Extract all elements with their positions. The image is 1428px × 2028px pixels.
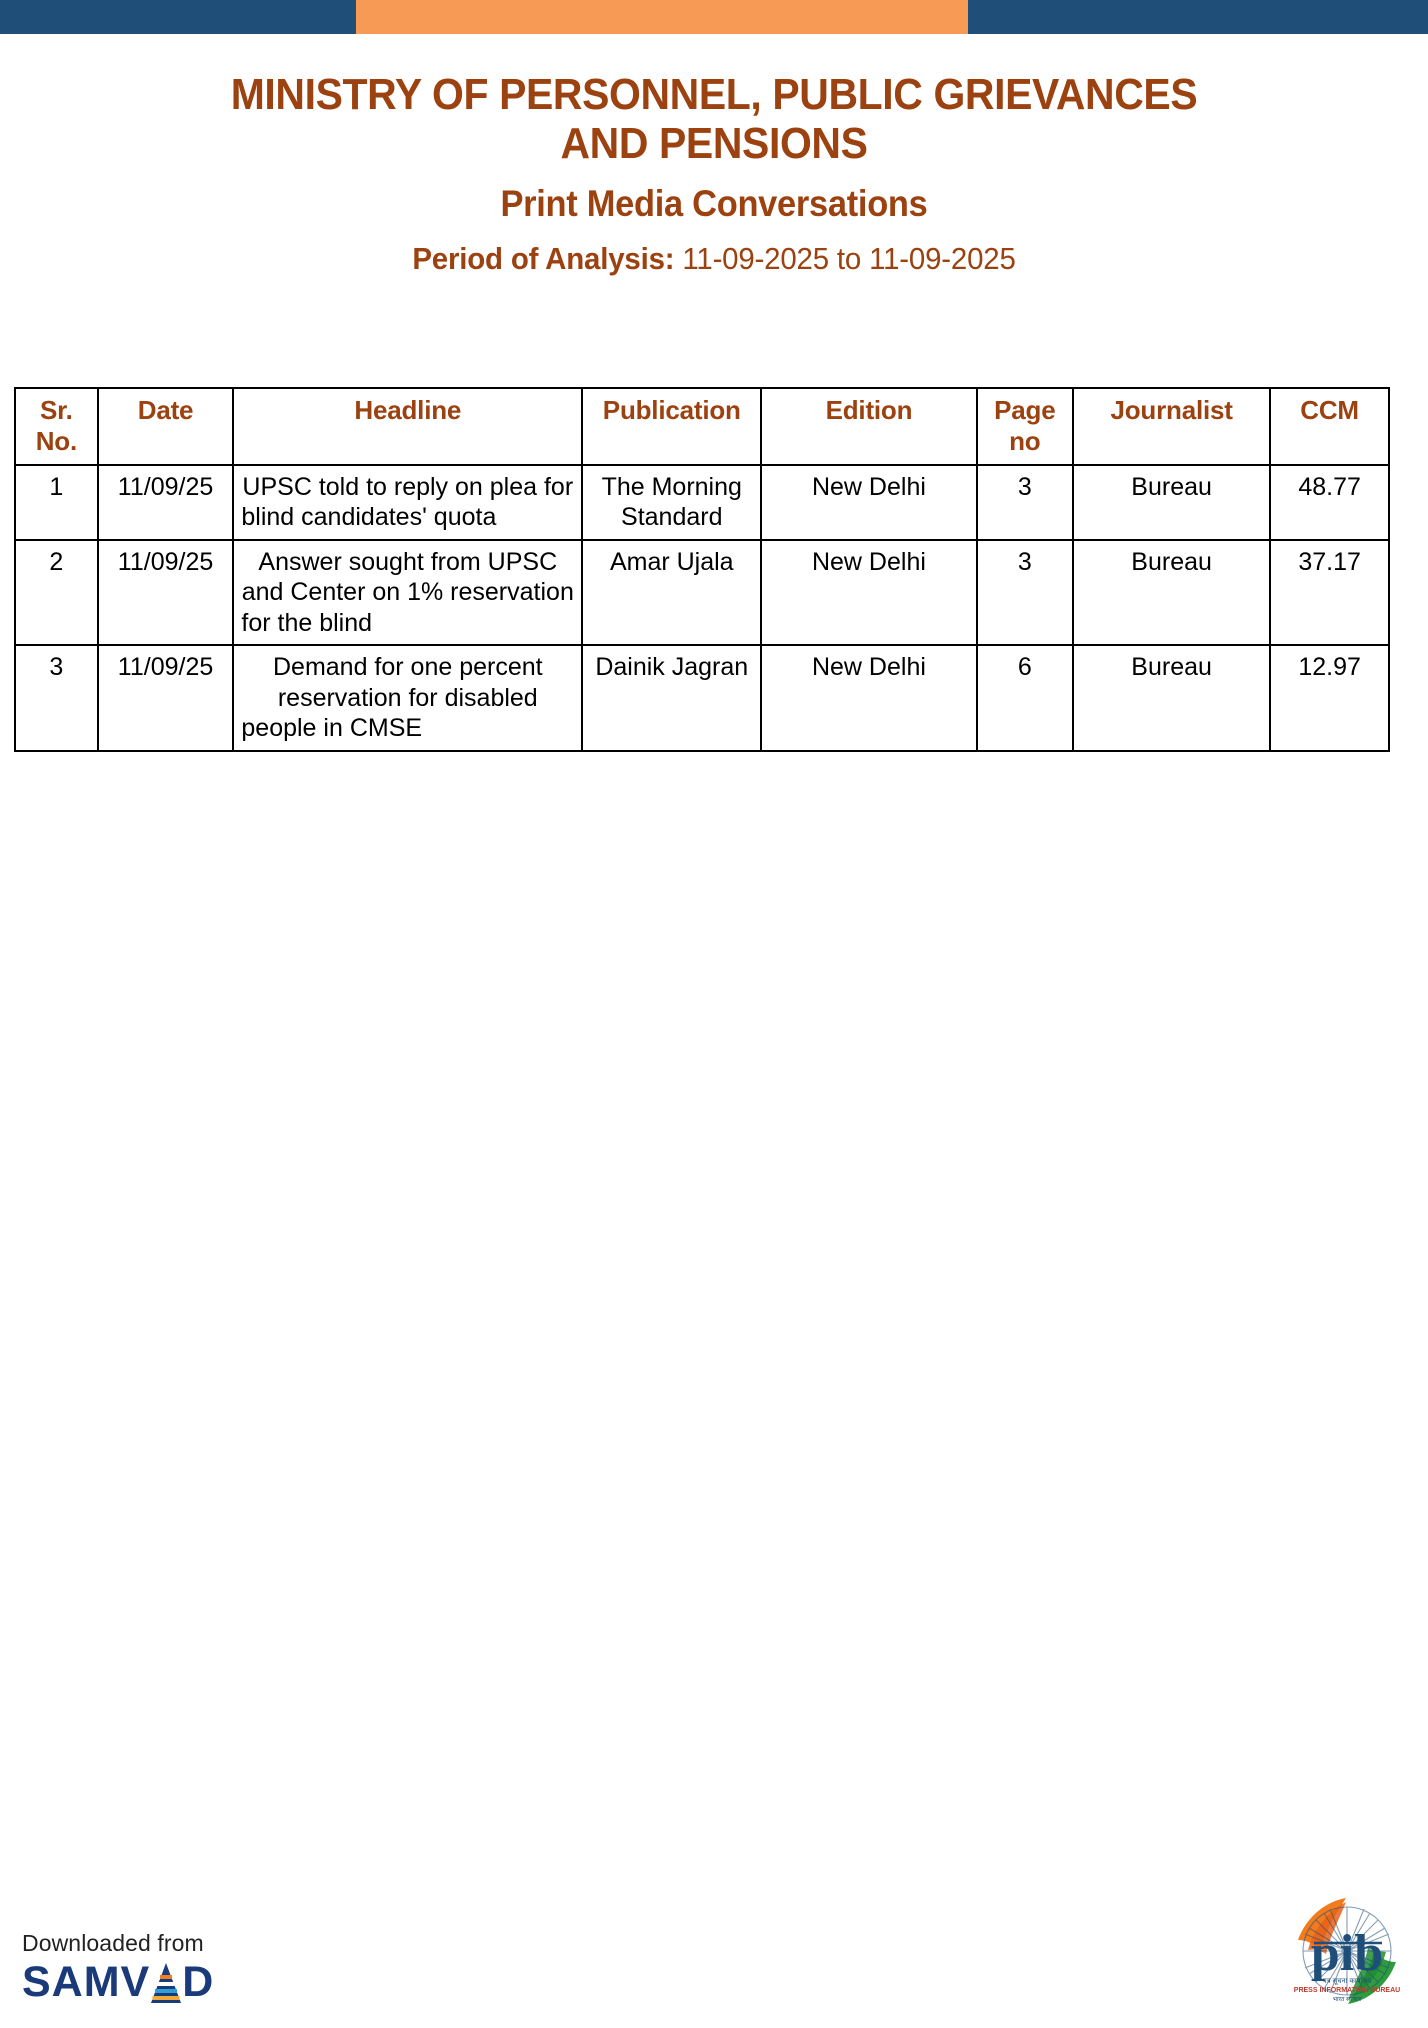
column-header-page-no: Page no: [975, 386, 1075, 466]
samvad-wordmark-part2: D: [182, 1958, 215, 2006]
column-header-journalist: Journalist: [1072, 386, 1272, 466]
pib-wordmark: pib: [1311, 1925, 1383, 1982]
cell-journalist: Bureau: [1072, 644, 1272, 752]
table-header-row: Sr. No. Date Headline Publication Editio…: [14, 386, 1390, 466]
pib-english-caption: PRESS INFORMATION BUREAU: [1294, 1987, 1400, 1994]
cell-headline: Answer sought from UPSC and Center on 1%…: [232, 538, 584, 647]
cell-sr-no: 1: [14, 463, 99, 541]
table-row: 2 11/09/25 Answer sought from UPSC and C…: [14, 538, 1390, 647]
cell-page-no: 3: [975, 538, 1075, 647]
cell-publication: Amar Ujala: [581, 538, 763, 647]
pib-logo: pib पत्र सूचना कार्यालय PRESS INFORMATIO…: [1284, 1888, 1410, 2014]
column-header-date: Date: [96, 386, 235, 466]
ministry-title: MINISTRY OF PERSONNEL, PUBLIC GRIEVANCES…: [230, 70, 1198, 169]
table-row: 3 11/09/25 Demand for one percent reserv…: [14, 644, 1390, 752]
cell-publication: The Morning Standard: [581, 463, 763, 541]
samvad-logo: SAMV D: [22, 1961, 214, 2004]
cell-sr-no: 2: [14, 538, 99, 647]
top-band-left-navy: [0, 0, 356, 34]
cell-sr-no: 3: [14, 644, 99, 752]
cell-headline: Demand for one percent reservation for d…: [232, 644, 584, 752]
samvad-wordmark-part1: SAMV: [22, 1958, 151, 2006]
cell-ccm: 12.97: [1269, 644, 1390, 752]
cell-journalist: Bureau: [1072, 463, 1272, 541]
cell-ccm: 37.17: [1269, 538, 1390, 647]
period-of-analysis: Period of Analysis: 11-09-2025 to 11-09-…: [36, 241, 1393, 277]
cell-date: 11/09/25: [96, 644, 235, 752]
downloaded-from-label: Downloaded from: [22, 1930, 204, 1956]
pib-hindi-caption-2: भारत सरकार: [1333, 1997, 1362, 2003]
period-label: Period of Analysis:: [412, 240, 675, 276]
cell-edition: New Delhi: [760, 463, 978, 541]
column-header-edition: Edition: [760, 386, 978, 466]
top-band-right-navy: [968, 0, 1428, 34]
document-footer: Downloaded from SAMV D: [0, 1878, 1428, 2028]
cell-edition: New Delhi: [760, 644, 978, 752]
top-band-center-orange: [356, 0, 968, 34]
cell-date: 11/09/25: [96, 538, 235, 647]
pib-ashoka-chakra: [1302, 1906, 1392, 1996]
print-media-table: Sr. No. Date Headline Publication Editio…: [14, 386, 1390, 752]
cell-ccm: 48.77: [1269, 463, 1390, 541]
cell-publication: Dainik Jagran: [581, 644, 763, 752]
column-header-sr-no-line1: Sr.: [40, 394, 73, 425]
column-header-headline: Headline: [232, 386, 584, 466]
report-subtitle: Print Media Conversations: [500, 182, 928, 224]
column-header-page-no-line2: no: [1009, 426, 1041, 457]
column-header-sr-no: Sr. No.: [14, 386, 99, 466]
media-table-container: Sr. No. Date Headline Publication Editio…: [0, 386, 1428, 752]
column-header-page-no-line1: Page: [994, 394, 1056, 425]
cell-page-no: 3: [975, 463, 1075, 541]
cell-edition: New Delhi: [760, 538, 978, 647]
cell-date: 11/09/25: [96, 463, 235, 541]
pib-hindi-caption: पत्र सूचना कार्यालय: [1323, 1976, 1372, 1985]
period-value: 11-09-2025 to 11-09-2025: [674, 240, 1016, 276]
cell-headline: UPSC told to reply on plea for blind can…: [232, 463, 584, 541]
samvad-pyramid-icon: [151, 1962, 182, 2003]
column-header-sr-no-line2: No.: [35, 426, 77, 457]
top-color-band: [0, 0, 1428, 34]
column-header-ccm: CCM: [1269, 386, 1390, 466]
cell-journalist: Bureau: [1072, 538, 1272, 647]
document-header: MINISTRY OF PERSONNEL, PUBLIC GRIEVANCES…: [0, 34, 1428, 277]
column-header-publication: Publication: [581, 386, 763, 466]
cell-page-no: 6: [975, 644, 1075, 752]
samvad-attribution: Downloaded from SAMV D: [22, 1930, 214, 2004]
table-row: 1 11/09/25 UPSC told to reply on plea fo…: [14, 463, 1390, 541]
